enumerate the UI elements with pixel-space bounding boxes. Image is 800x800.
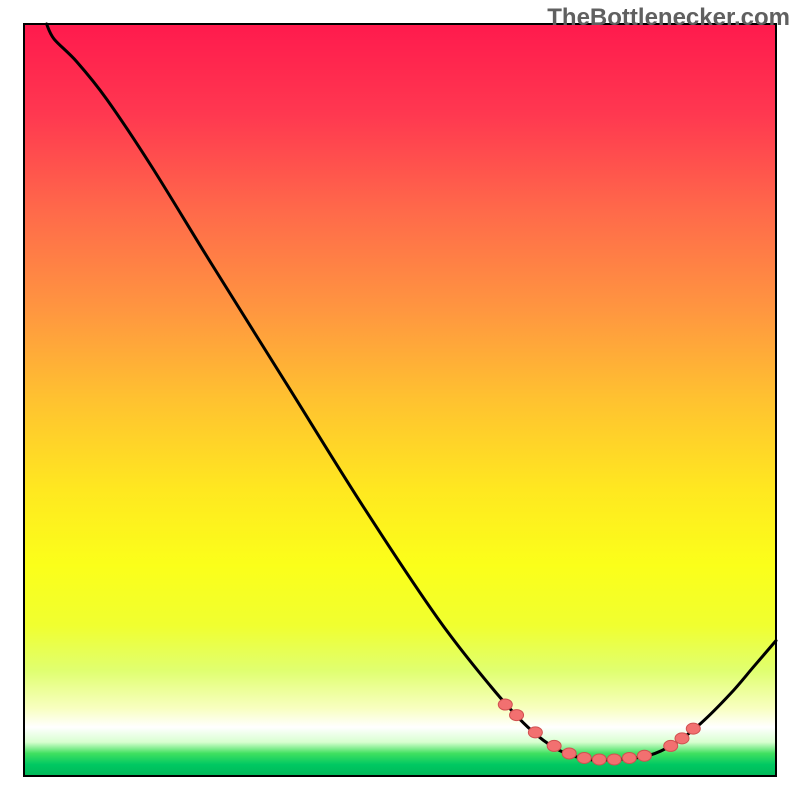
bottleneck-chart: TheBottlenecker.com xyxy=(0,0,800,800)
marker-point xyxy=(528,727,542,738)
marker-point xyxy=(547,740,561,751)
marker-point xyxy=(607,754,621,765)
chart-svg xyxy=(0,0,800,800)
marker-point xyxy=(592,754,606,765)
plot-background xyxy=(24,24,776,776)
marker-point xyxy=(498,699,512,710)
marker-point xyxy=(510,710,524,721)
marker-point xyxy=(675,733,689,744)
marker-point xyxy=(637,750,651,761)
marker-point xyxy=(562,748,576,759)
watermark-text: TheBottlenecker.com xyxy=(547,4,790,32)
marker-point xyxy=(622,752,636,763)
marker-point xyxy=(664,740,678,751)
marker-point xyxy=(686,723,700,734)
marker-point xyxy=(577,752,591,763)
